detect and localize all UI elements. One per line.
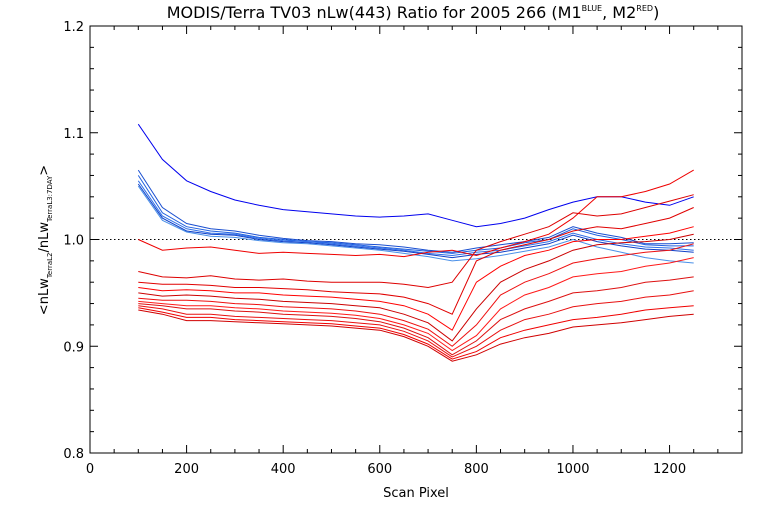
series-line-10 [138,233,694,342]
plot-frame [89,25,743,454]
chart-title: MODIS/Terra TV03 nLw(443) Ratio for 2005… [167,3,660,22]
series-group [137,123,694,362]
series-line-0 [137,123,694,228]
y-tick-label: 1.2 [63,20,84,35]
series-line-2 [137,175,694,254]
x-tick-label: 1000 [556,462,589,477]
series-line-11 [138,243,694,347]
series-line-16 [138,309,694,362]
series-line-13 [138,276,694,356]
x-axis-label: Scan Pixel [383,486,449,501]
x-axis: 0 200 400 600 800 1000 1200 [86,26,743,477]
y-tick-label: 0.8 [63,447,84,462]
y-tick-label: 0.9 [63,340,84,355]
series-line-1 [137,169,694,253]
y-axis: 0.8 0.9 1.0 1.1 1.2 [63,20,742,462]
y-tick-label: 1.1 [63,127,84,142]
series-line-8 [138,207,694,315]
y-axis-label: <nLwTerraL2/nLwTerraL3:7DAY> [37,165,54,315]
x-tick-label: 400 [271,462,296,477]
x-tick-label: 200 [174,462,199,477]
series-line-7 [138,194,694,289]
x-tick-label: 800 [464,462,489,477]
series-line-5 [137,185,694,264]
x-tick-label: 0 [86,462,94,477]
series-line-12 [138,257,694,352]
x-tick-label: 600 [367,462,392,477]
series-line-14 [138,290,694,358]
y-tick-label: 1.0 [63,234,84,249]
series-line-15 [138,305,694,360]
series-line-9 [138,226,694,331]
series-line-3 [137,180,694,257]
series-line-4 [137,183,694,259]
x-tick-label: 1200 [653,462,686,477]
series-line-6 [138,169,694,258]
